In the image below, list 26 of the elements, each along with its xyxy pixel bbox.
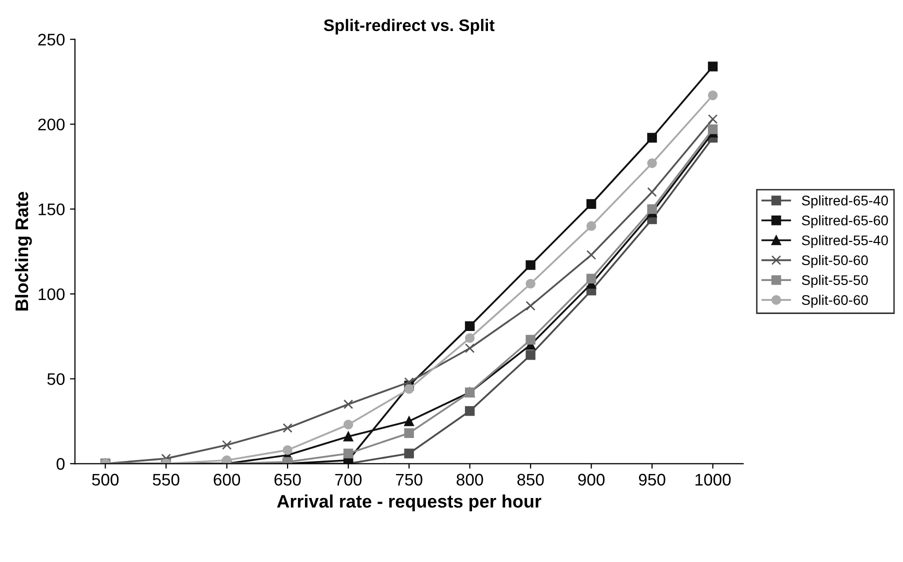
legend-label: Split-50-60 <box>802 254 868 268</box>
y-tick-label: 150 <box>38 203 65 216</box>
legend-label: Split-55-50 <box>802 274 868 288</box>
y-axis-title: Blocking Rate <box>14 192 32 310</box>
x-tick-label: 650 <box>274 474 301 486</box>
x-tick-label: 850 <box>517 474 544 486</box>
x-tick-label: 950 <box>638 474 666 486</box>
x-tick-label: 750 <box>396 474 422 486</box>
legend-label: Split-60-60 <box>802 294 868 308</box>
legend-label: Splitred-55-40 <box>802 235 888 248</box>
x-tick-label: 900 <box>578 474 605 486</box>
x-axis-title: Arrival rate - requests per hour <box>277 494 542 512</box>
y-tick-label: 50 <box>47 373 65 385</box>
x-tick-label: 800 <box>456 474 484 486</box>
legend-label: Splitred-65-40 <box>802 195 888 208</box>
x-tick-label: 500 <box>92 474 119 486</box>
y-tick-label: 250 <box>38 34 65 46</box>
x-tick-label: 1000 <box>696 474 731 486</box>
legend-label: Splitred-65-60 <box>802 215 888 228</box>
y-tick-label: 200 <box>38 118 65 130</box>
x-tick-label: 700 <box>335 474 362 486</box>
y-tick-label: 0 <box>56 458 65 470</box>
x-tick-label: 600 <box>214 474 240 486</box>
x-tick-label: 550 <box>152 474 180 486</box>
chart-title: Split-redirect vs. Split <box>324 18 495 34</box>
y-tick-label: 100 <box>38 288 65 300</box>
